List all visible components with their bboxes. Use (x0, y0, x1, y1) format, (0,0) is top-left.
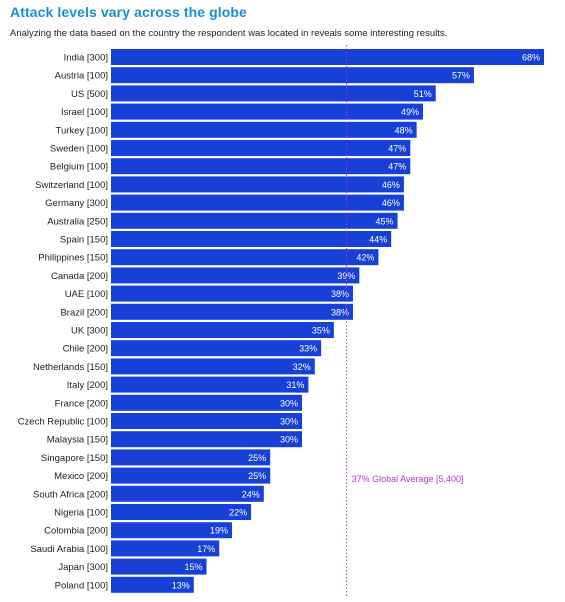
value-label: 44% (369, 235, 387, 245)
global-average-label: 37% Global Average [5,400] (352, 474, 464, 484)
bar (111, 67, 474, 84)
value-label: 13% (172, 580, 190, 590)
category-label: Poland [100] (55, 580, 108, 591)
category-label: Netherlands [150] (33, 362, 108, 373)
category-label: Sweden [100] (50, 144, 108, 155)
category-label: Philippines [150] (38, 253, 108, 264)
bar (111, 285, 353, 302)
category-label: France [200] (55, 398, 108, 409)
bar (111, 376, 309, 393)
category-label: South Africa [200] (33, 489, 108, 500)
value-label: 15% (184, 562, 202, 572)
bar (111, 231, 392, 247)
category-label: Australia [250] (47, 216, 108, 227)
category-label: Israel [100] (61, 107, 108, 118)
value-label: 33% (299, 344, 317, 354)
category-label: Austria [100] (55, 71, 108, 82)
value-label: 48% (395, 125, 413, 135)
bar (111, 49, 544, 65)
category-label: Turkey [100] (56, 125, 108, 136)
bar (111, 103, 424, 120)
value-label: 46% (382, 180, 400, 190)
bar (111, 158, 411, 175)
bar (111, 358, 315, 375)
value-label: 30% (280, 417, 298, 427)
value-label: 25% (248, 471, 266, 481)
category-label: UAE [100] (65, 289, 108, 300)
bar (111, 413, 303, 429)
category-label: Italy [200] (67, 380, 108, 391)
chart-subtitle: Analyzing the data based on the country … (10, 28, 448, 39)
category-label: Japan [300] (58, 562, 108, 573)
bar (111, 85, 436, 102)
value-label: 45% (376, 216, 394, 226)
category-label: Spain [150] (60, 235, 108, 246)
category-label: Singapore [150] (41, 453, 108, 464)
value-label: 51% (414, 89, 432, 99)
category-label: Brazil [200] (60, 307, 108, 318)
bar (111, 340, 322, 357)
value-label: 47% (388, 162, 406, 172)
value-label: 35% (312, 326, 330, 336)
value-label: 19% (210, 526, 228, 536)
category-label: Malaysia [150] (47, 435, 108, 446)
category-label: Colombia [200] (44, 526, 108, 537)
value-label: 32% (293, 362, 311, 372)
value-label: 39% (337, 271, 355, 281)
value-label: 38% (331, 289, 349, 299)
category-label: Germany [300] (45, 198, 108, 209)
value-label: 42% (356, 253, 374, 263)
category-label: Chile [200] (63, 344, 108, 355)
category-label: Belgium [100] (50, 162, 108, 173)
category-label: Canada [200] (51, 271, 108, 282)
bar (111, 540, 220, 557)
bar (111, 504, 252, 520)
value-label: 68% (522, 53, 540, 63)
category-label: UK [300] (71, 326, 108, 337)
bar (111, 431, 303, 448)
bar (111, 449, 271, 466)
category-label: Switzerland [100] (35, 180, 108, 191)
bar (111, 249, 379, 266)
bars-layer: India [300] 68% Austria [100] 57% US [500] 51… (18, 49, 544, 593)
value-label: 17% (197, 544, 215, 554)
value-label: 22% (229, 508, 247, 518)
category-label: Nigeria [100] (54, 508, 108, 519)
chart-title: Attack levels vary across the globe (10, 4, 247, 20)
bar (111, 394, 303, 411)
value-label: 25% (248, 453, 266, 463)
bar (111, 212, 398, 229)
value-label: 46% (382, 198, 400, 208)
bar (111, 176, 404, 193)
bar (111, 485, 264, 502)
bar (111, 322, 334, 338)
value-label: 30% (280, 435, 298, 445)
bar (111, 303, 353, 320)
category-label: India [300] (64, 53, 108, 64)
value-label: 47% (388, 144, 406, 154)
bar (111, 522, 232, 539)
bar (111, 467, 271, 484)
category-label: US [500] (71, 89, 108, 100)
bar (111, 576, 194, 593)
bar (111, 121, 417, 138)
bar (111, 558, 207, 575)
value-label: 57% (452, 71, 470, 81)
bar (111, 140, 411, 156)
category-label: Czech Republic [100] (18, 417, 108, 428)
average-layer: 37% Global Average [5,400] (346, 45, 464, 596)
category-label: Mexico [200] (54, 471, 108, 482)
value-label: 31% (286, 380, 304, 390)
category-label: Saudi Arabia [100] (30, 544, 108, 555)
bar (111, 267, 360, 284)
value-label: 30% (280, 398, 298, 408)
value-label: 49% (401, 107, 419, 117)
value-label: 38% (331, 307, 349, 317)
bar (111, 194, 404, 211)
value-label: 24% (242, 489, 260, 499)
